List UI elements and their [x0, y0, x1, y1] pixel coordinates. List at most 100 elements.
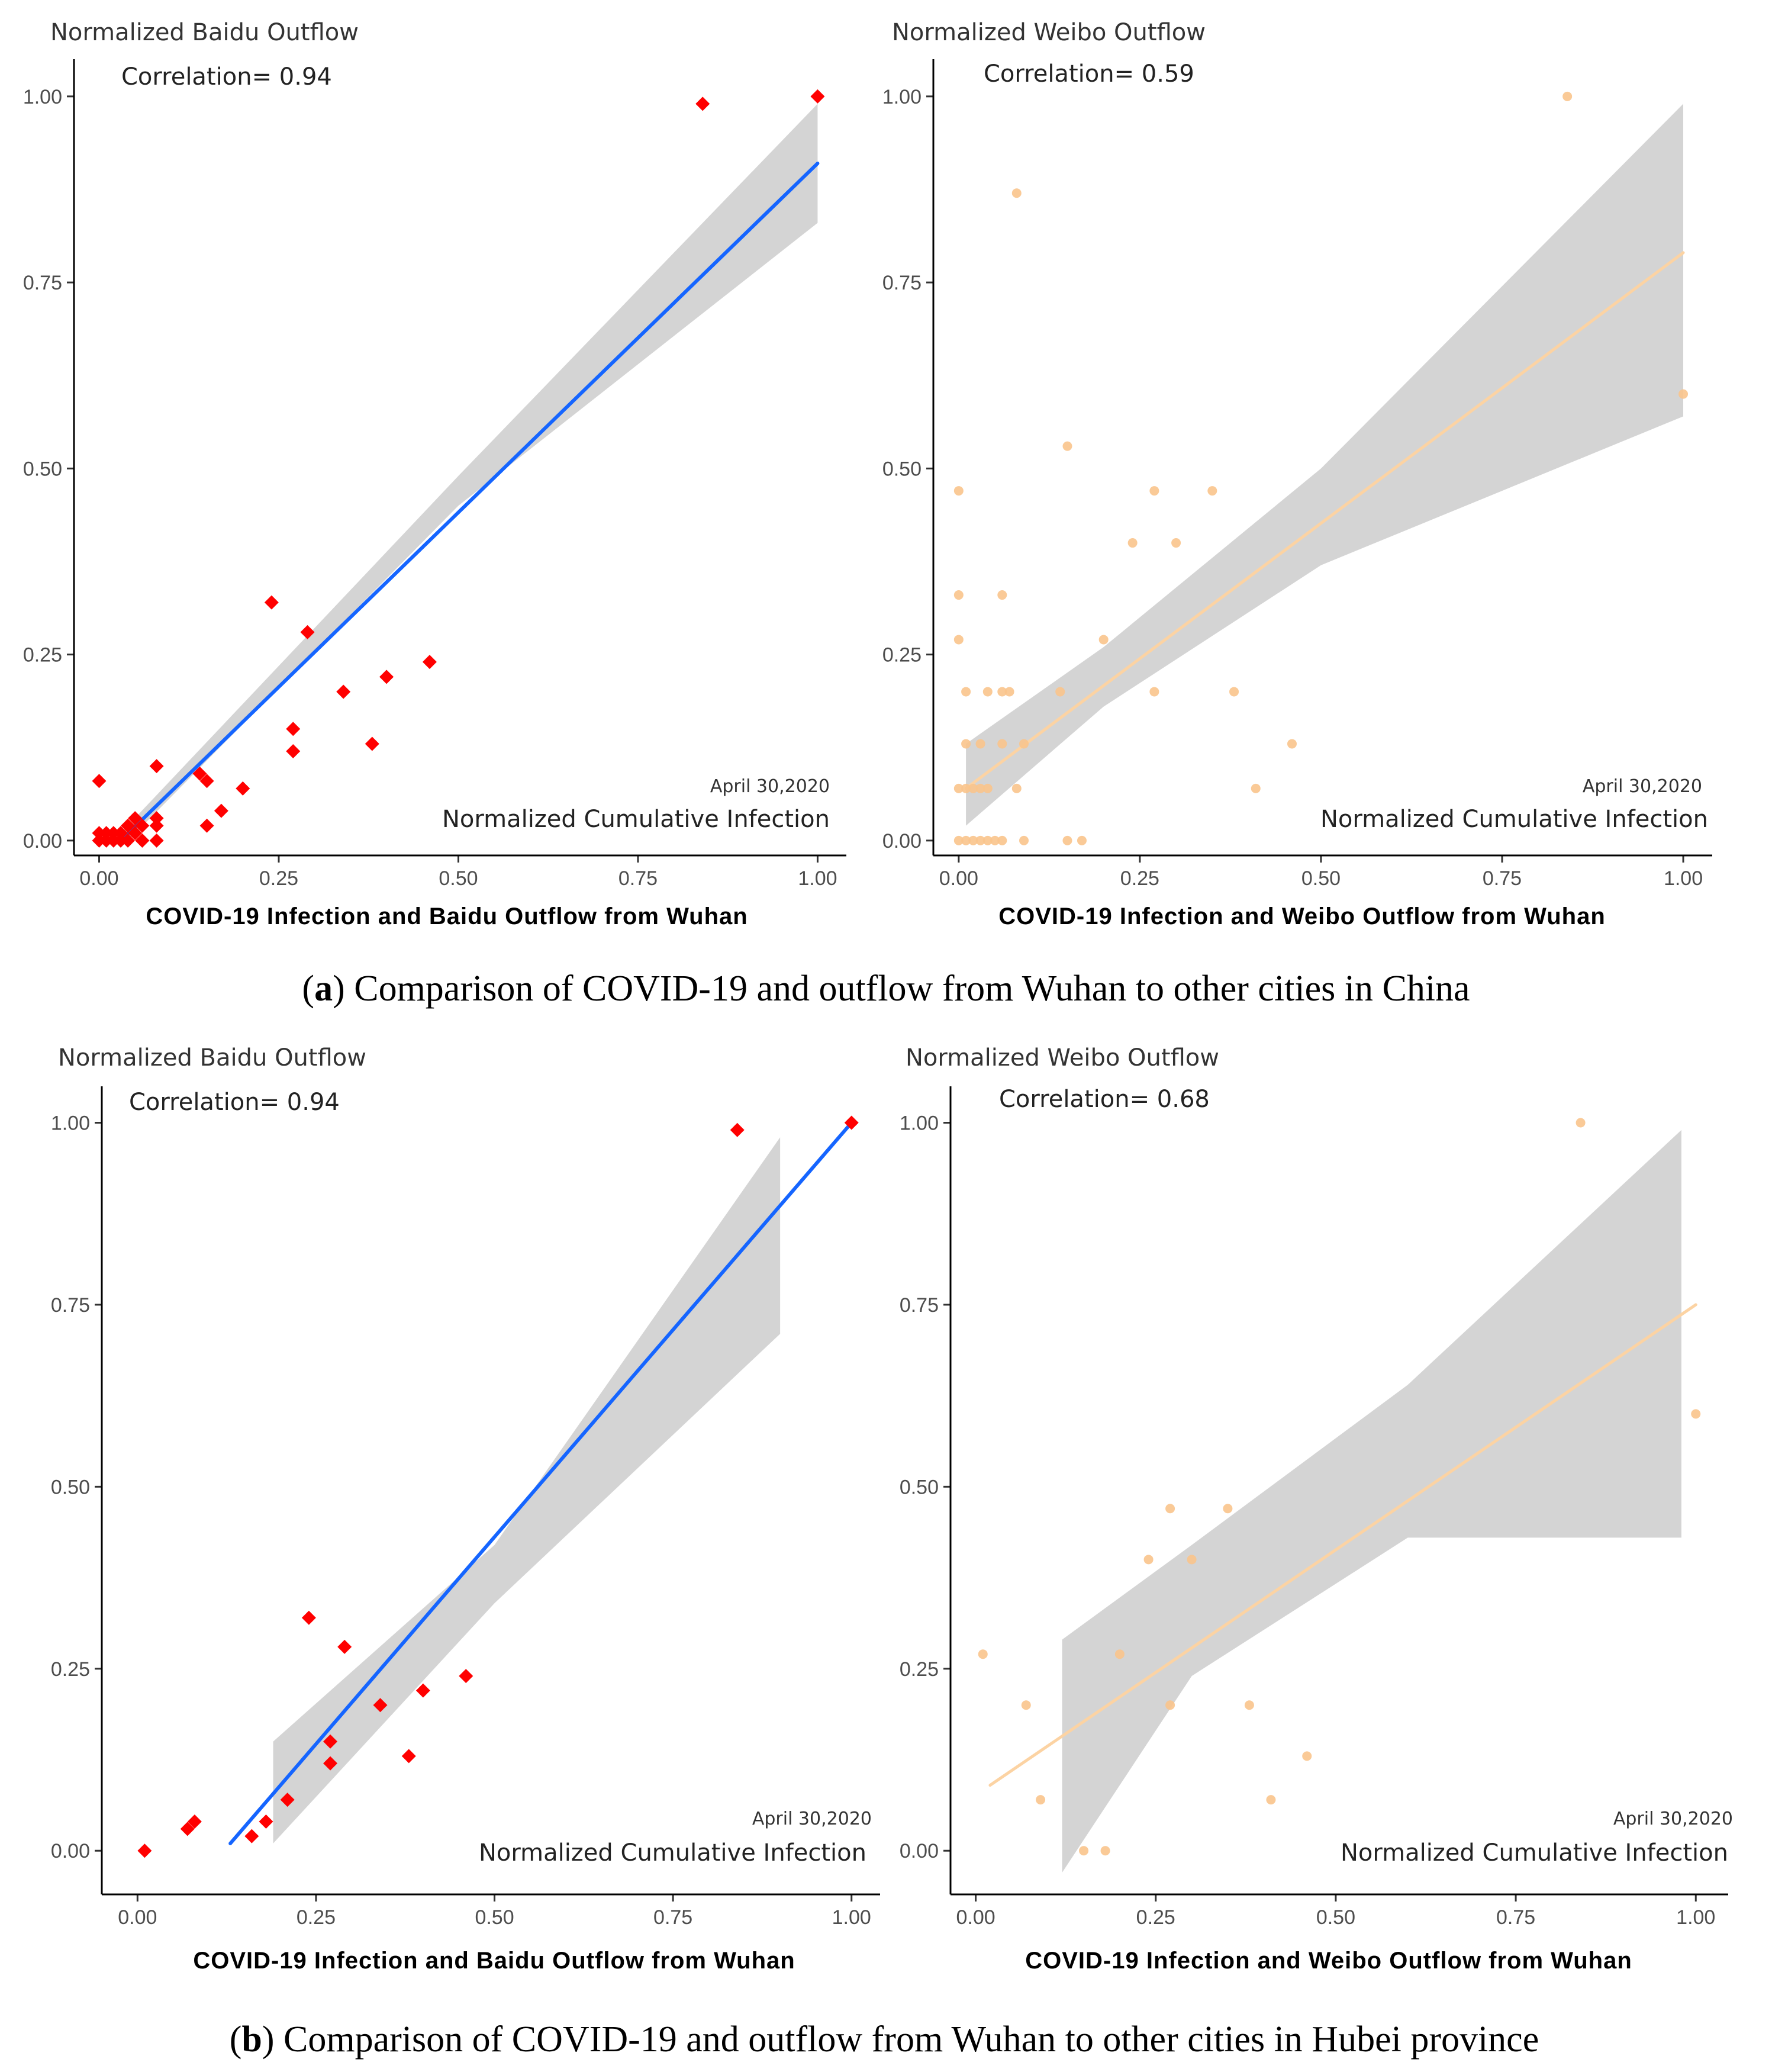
y-tick-label: 0.50: [23, 458, 62, 480]
data-point: [982, 835, 993, 845]
data-point: [300, 625, 315, 639]
x-tick-label: 1.00: [832, 1906, 871, 1929]
caption-b: (b) Comparison of COVID-19 and outflow f…: [230, 2019, 1539, 2060]
data-point: [259, 1814, 273, 1829]
regression-line: [988, 1303, 1697, 1787]
y-tick-label: 0.50: [51, 1476, 90, 1498]
data-point: [373, 1698, 388, 1713]
correlation-label: Correlation= 0.94: [121, 63, 332, 91]
confidence-band-area: [966, 104, 1684, 826]
x-tick-label: 1.00: [798, 867, 837, 890]
data-point: [92, 826, 107, 841]
y-tick-label: 0.00: [23, 830, 62, 852]
y-tick-label: 1.00: [23, 86, 62, 108]
data-point: [975, 739, 985, 749]
data-point: [961, 687, 971, 697]
x-tick-label: 0.25: [1136, 1906, 1175, 1929]
axis-ticks: 0.00 0.25 0.50 0.75 1.00 0.00 0.25 0.50 0.75 1.00: [23, 86, 837, 890]
confidence-band: [120, 104, 818, 848]
data-point: [997, 835, 1007, 845]
data-point: [128, 811, 143, 826]
data-point: [1062, 441, 1072, 451]
data-point: [1223, 1504, 1233, 1514]
data-point: [1079, 1846, 1089, 1856]
data-point: [135, 818, 150, 833]
data-point: [1678, 389, 1689, 399]
y-tick-label: 0.25: [51, 1658, 90, 1681]
data-point: [730, 1122, 745, 1137]
data-points: [953, 91, 1689, 845]
data-point: [1302, 1751, 1312, 1761]
data-point: [459, 1669, 473, 1684]
panel-a-baidu-outflow: 0.00 0.25 0.50 0.75 1.00 0.00 0.25 0.50 0.75 1.00…: [23, 19, 846, 929]
data-point: [236, 781, 250, 796]
axes: [73, 59, 846, 857]
data-point: [149, 759, 164, 774]
y-tick-label: 0.00: [51, 1840, 90, 1862]
data-point: [1187, 1555, 1197, 1565]
panel-a-weibo-outflow: 0.00 0.25 0.50 0.75 1.00 0.00 0.25 0.50 0.75 1.00…: [882, 19, 1712, 929]
y-tick-label: 0.00: [900, 1840, 939, 1862]
confidence-band: [273, 1137, 781, 1843]
data-point: [113, 826, 128, 841]
bottom-title: COVID-19 Infection and Weibo Outflow fro…: [998, 903, 1606, 929]
data-point: [1171, 538, 1181, 548]
data-point: [953, 783, 964, 793]
date-label: April 30,2020: [1613, 1809, 1733, 1829]
data-point: [953, 590, 964, 600]
bottom-title: COVID-19 Infection and Baidu Outflow fro…: [193, 1948, 795, 1974]
data-point: [106, 833, 121, 848]
regression-line-path: [988, 1303, 1697, 1787]
data-point: [121, 833, 136, 848]
x-tick-label: 0.00: [939, 867, 978, 890]
data-point: [978, 1649, 988, 1659]
panel-title: Normalized Weibo Outflow: [906, 1044, 1219, 1072]
data-point: [365, 736, 379, 751]
data-point: [1100, 1846, 1110, 1856]
data-point: [323, 1756, 338, 1771]
data-point: [1691, 1409, 1701, 1419]
x-tick-label: 0.75: [618, 867, 658, 890]
x-tick-label: 0.75: [653, 1906, 692, 1929]
data-point: [844, 1115, 859, 1130]
data-point: [137, 1843, 152, 1858]
data-point: [1011, 783, 1022, 793]
y-tick-label: 0.25: [900, 1658, 939, 1681]
data-point: [961, 835, 971, 845]
axes: [949, 1086, 1728, 1896]
data-point: [1266, 1795, 1276, 1805]
date-label: April 30,2020: [1583, 776, 1702, 797]
data-point: [1143, 1555, 1154, 1565]
data-point: [422, 655, 437, 670]
x-tick-label: 0.25: [1120, 867, 1159, 890]
data-point: [1229, 687, 1239, 697]
panel-b-weibo-outflow: 0.00 0.25 0.50 0.75 1.00 0.00 0.25 0.50 0.75 1.00…: [900, 1044, 1733, 1974]
y-tick-label: 0.25: [23, 644, 62, 667]
panel-title: Normalized Weibo Outflow: [892, 19, 1206, 46]
y-tick-label: 0.50: [882, 458, 922, 480]
data-point: [1149, 687, 1159, 697]
data-point: [968, 783, 978, 793]
bottom-title: COVID-19 Infection and Baidu Outflow fro…: [146, 903, 748, 929]
x-tick-label: 1.00: [1676, 1906, 1715, 1929]
data-point: [1165, 1700, 1175, 1710]
data-point: [99, 833, 114, 848]
x-tick-label: 0.50: [439, 867, 478, 890]
x-tick-label: 0.75: [1496, 1906, 1535, 1929]
confidence-band-area: [120, 104, 818, 848]
x-axis-label: Normalized Cumulative Infection: [479, 1839, 866, 1867]
data-point: [113, 833, 128, 848]
axis-ticks: 0.00 0.25 0.50 0.75 1.00 0.00 0.25 0.50 0.75 1.00: [882, 86, 1703, 890]
data-point: [695, 96, 710, 111]
data-point: [1207, 486, 1217, 496]
data-point: [415, 1683, 430, 1698]
data-point: [336, 684, 351, 699]
y-tick-label: 1.00: [51, 1112, 90, 1134]
data-points: [92, 89, 825, 848]
confidence-band-area: [273, 1137, 781, 1843]
x-tick-label: 0.75: [1483, 867, 1522, 890]
data-point: [1011, 188, 1022, 198]
x-tick-label: 0.50: [1301, 867, 1341, 890]
data-point: [961, 739, 971, 749]
data-point: [264, 595, 279, 610]
